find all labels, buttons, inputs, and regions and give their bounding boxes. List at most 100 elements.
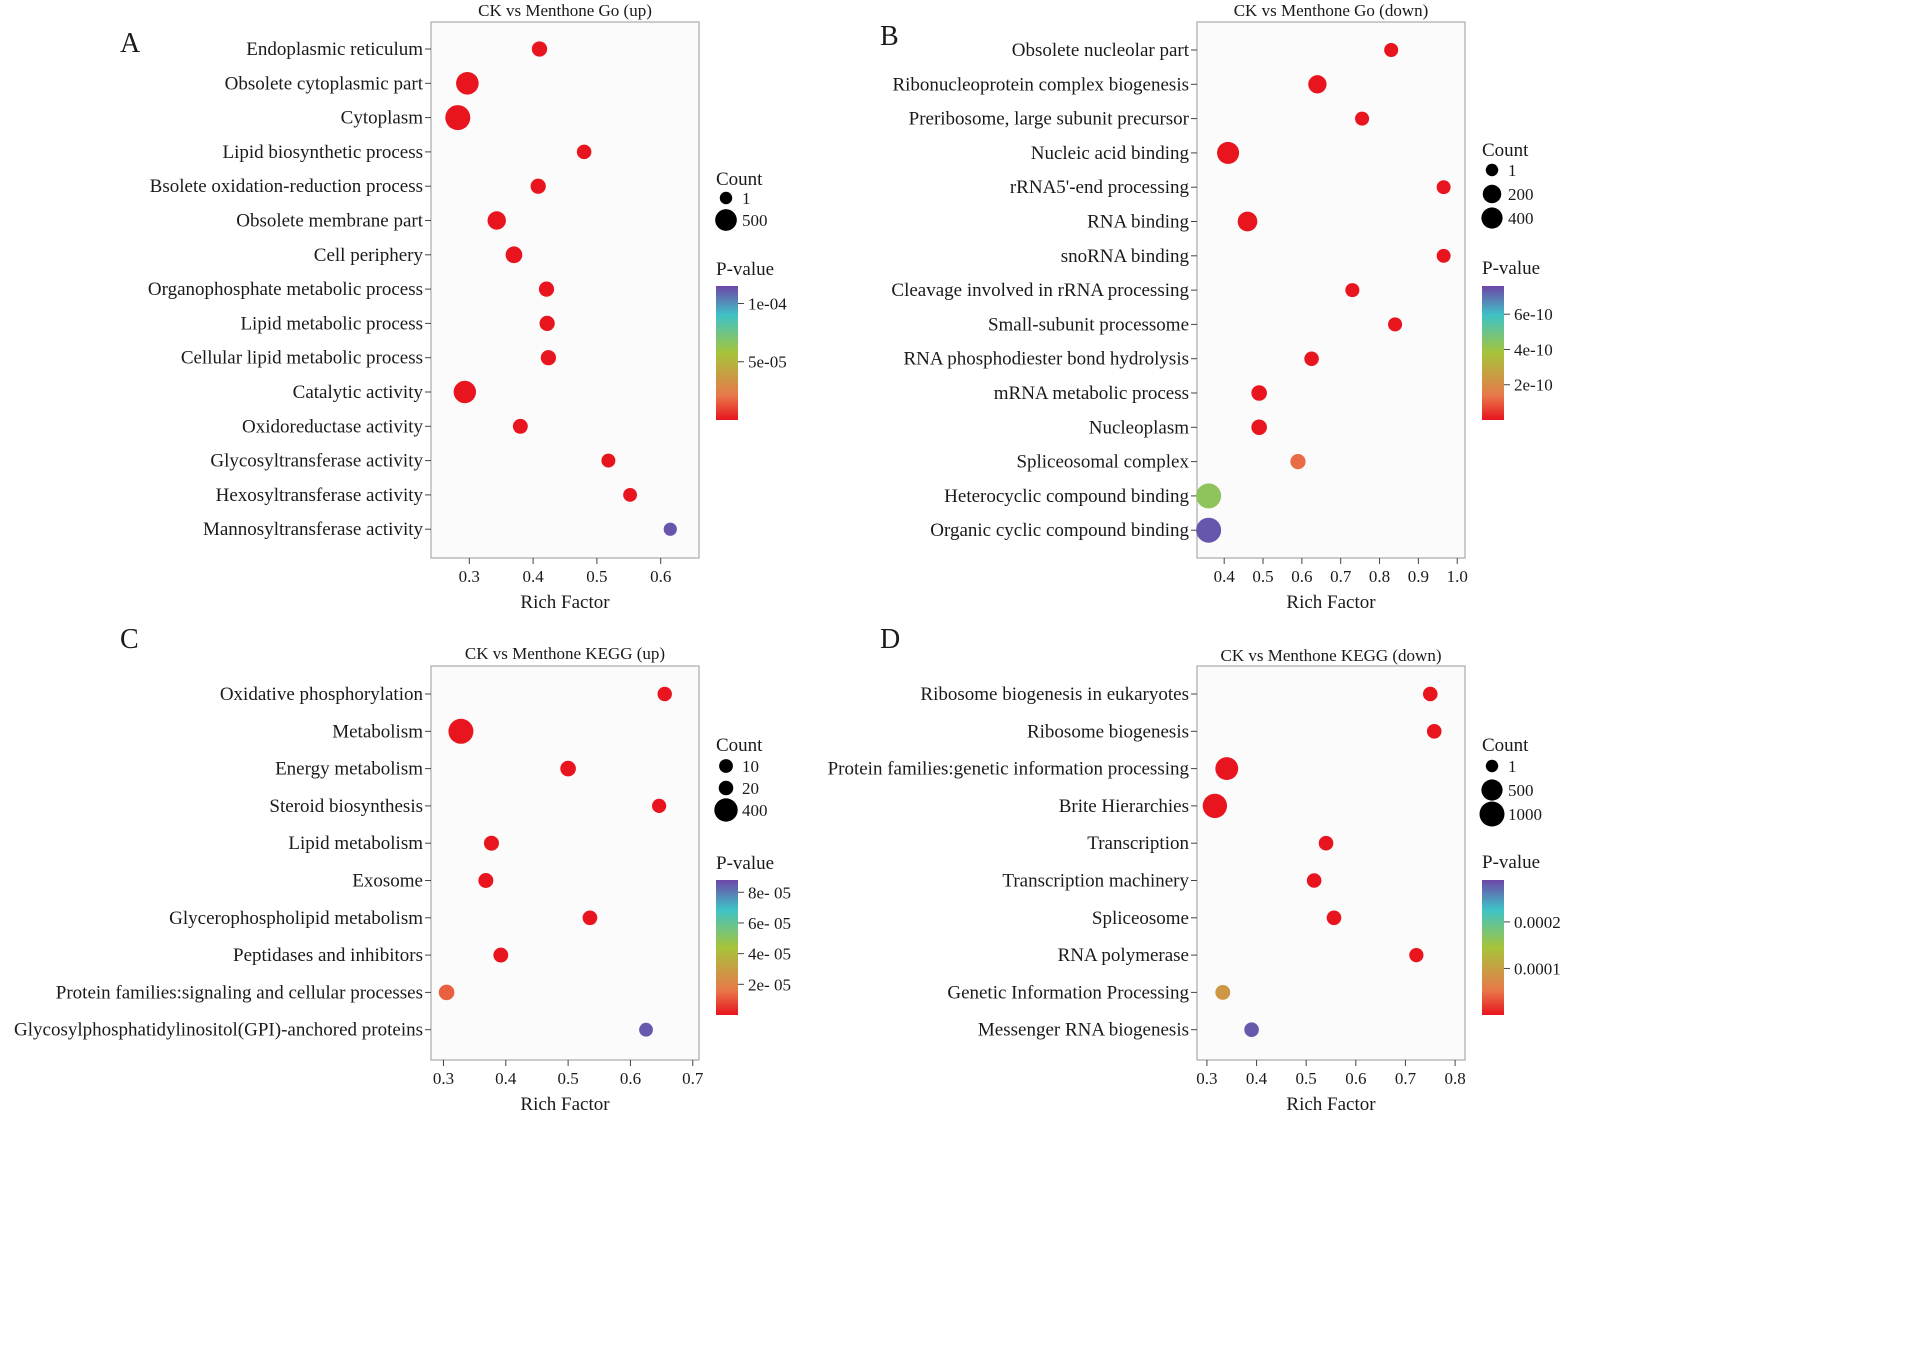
y-tick-label: Brite Hierarchies bbox=[1059, 796, 1189, 817]
chart-title: CK vs Menthone Go (up) bbox=[478, 1, 652, 20]
data-point bbox=[623, 487, 638, 502]
plot-area bbox=[430, 665, 700, 1061]
y-tick-label: Obsolete nucleolar part bbox=[1012, 40, 1190, 61]
size-legend-dot bbox=[1485, 759, 1499, 773]
data-point bbox=[1251, 385, 1267, 401]
x-tick-label: 0.9 bbox=[1408, 567, 1429, 586]
size-legend-title: Count bbox=[1482, 735, 1529, 756]
y-tick-label: Cleavage involved in rRNA processing bbox=[891, 280, 1189, 301]
color-legend: P-value 0.0002 0.0001 bbox=[1482, 852, 1561, 1015]
color-legend: P-value 8e- 05 6e- 05 4e- 05 2e- 05 bbox=[716, 853, 791, 1015]
size-legend-dot bbox=[719, 759, 733, 773]
y-tick-label: Ribonucleoprotein complex biogenesis bbox=[892, 74, 1189, 95]
x-tick-label: 0.7 bbox=[1395, 1069, 1417, 1088]
y-tick-label: Lipid metabolic process bbox=[240, 313, 423, 334]
data-point bbox=[530, 178, 546, 194]
data-point bbox=[539, 315, 555, 332]
data-point bbox=[1426, 724, 1442, 739]
size-legend-dot bbox=[715, 209, 737, 231]
y-tick-label: Protein families:genetic information pro… bbox=[828, 759, 1190, 780]
x-tick-label: 0.8 bbox=[1444, 1069, 1465, 1088]
size-legend-title: Count bbox=[716, 735, 763, 756]
x-tick-label: 0.4 bbox=[1214, 567, 1236, 586]
data-point bbox=[531, 41, 548, 57]
y-tick-label: RNA polymerase bbox=[1058, 945, 1189, 966]
size-legend-dot bbox=[718, 780, 734, 796]
data-point bbox=[540, 350, 557, 366]
y-tick-label: Nucleic acid binding bbox=[1031, 143, 1190, 164]
data-point bbox=[1196, 483, 1222, 509]
y-tick-label: Hexosyltransferase activity bbox=[216, 485, 424, 506]
y-tick-label: Peptidases and inhibitors bbox=[233, 945, 423, 966]
y-tick-label: Exosome bbox=[352, 871, 423, 892]
y-tick-label: Obsolete membrane part bbox=[236, 211, 423, 232]
color-bar bbox=[1482, 880, 1504, 1015]
y-tick-label: Catalytic activity bbox=[293, 382, 424, 403]
data-point bbox=[445, 105, 471, 131]
chart-title: CK vs Menthone KEGG (up) bbox=[465, 644, 665, 663]
data-point bbox=[1215, 984, 1231, 1000]
data-point bbox=[478, 872, 494, 889]
color-bar-tick-label: 2e- 05 bbox=[748, 975, 791, 994]
data-point bbox=[652, 798, 667, 814]
data-point bbox=[1388, 317, 1403, 332]
data-point bbox=[1306, 873, 1322, 888]
data-point bbox=[538, 281, 555, 297]
panel-label: B bbox=[880, 21, 899, 52]
y-tick-label: RNA binding bbox=[1087, 212, 1189, 233]
panel-d: D CK vs Menthone KEGG (down) Ribosome biog… bbox=[828, 624, 1561, 1115]
y-tick-label: Oxidative phosphorylation bbox=[220, 684, 424, 705]
panel-label: A bbox=[120, 28, 141, 59]
y-tick-label: Transcription bbox=[1087, 833, 1189, 854]
data-point bbox=[512, 418, 528, 434]
color-legend: P-value 6e-10 4e-10 2e-10 bbox=[1482, 258, 1553, 420]
size-legend-title: Count bbox=[716, 169, 763, 190]
y-tick-label: Lipid biosynthetic process bbox=[222, 142, 423, 163]
data-point bbox=[1217, 141, 1240, 164]
data-point bbox=[487, 211, 506, 230]
size-legend-label: 500 bbox=[742, 211, 768, 230]
y-tick-label: Organic cyclic compound binding bbox=[930, 520, 1189, 541]
x-tick-label: 0.8 bbox=[1369, 567, 1390, 586]
color-bar bbox=[716, 880, 738, 1015]
data-point bbox=[1244, 1022, 1259, 1037]
data-point bbox=[456, 71, 479, 95]
data-point bbox=[1290, 453, 1306, 470]
color-bar-tick-label: 1e-04 bbox=[748, 294, 787, 313]
size-legend-label: 20 bbox=[742, 779, 759, 798]
size-legend-label: 1 bbox=[1508, 161, 1517, 180]
x-tick-label: 0.5 bbox=[557, 1069, 578, 1088]
size-legend-label: 500 bbox=[1508, 781, 1534, 800]
size-legend-dot bbox=[1479, 801, 1505, 827]
x-tick-label: 1.0 bbox=[1447, 567, 1468, 586]
data-point bbox=[1409, 947, 1424, 963]
data-point bbox=[483, 835, 499, 851]
size-legend-label: 1 bbox=[1508, 757, 1517, 776]
x-tick-label: 0.6 bbox=[650, 567, 671, 586]
plot-area bbox=[1196, 665, 1466, 1061]
x-tick-label: 0.6 bbox=[1291, 567, 1312, 586]
data-point bbox=[1196, 517, 1222, 543]
data-point bbox=[582, 910, 598, 926]
y-tick-label: Ribosome biogenesis bbox=[1027, 721, 1189, 742]
data-point bbox=[1215, 757, 1239, 781]
x-axis-label: Rich Factor bbox=[520, 592, 610, 613]
y-tick-label: mRNA metabolic process bbox=[994, 383, 1189, 404]
y-tick-label: Cell periphery bbox=[314, 245, 424, 266]
size-legend-label: 400 bbox=[1508, 209, 1534, 228]
color-legend-title: P-value bbox=[1482, 258, 1540, 279]
y-tick-label: Cytoplasm bbox=[341, 108, 424, 129]
data-point bbox=[438, 984, 455, 1001]
size-legend-label: 200 bbox=[1508, 185, 1534, 204]
data-point bbox=[493, 947, 509, 963]
data-point bbox=[1326, 910, 1342, 926]
x-tick-label: 0.4 bbox=[1246, 1069, 1268, 1088]
color-legend: P-value 1e-04 5e-05 bbox=[716, 259, 787, 420]
data-point bbox=[639, 1022, 653, 1037]
data-point bbox=[663, 522, 677, 536]
x-tick-label: 0.3 bbox=[459, 567, 480, 586]
data-point bbox=[1318, 835, 1334, 851]
color-bar bbox=[716, 286, 738, 420]
y-tick-label: Heterocyclic compound binding bbox=[944, 486, 1189, 507]
